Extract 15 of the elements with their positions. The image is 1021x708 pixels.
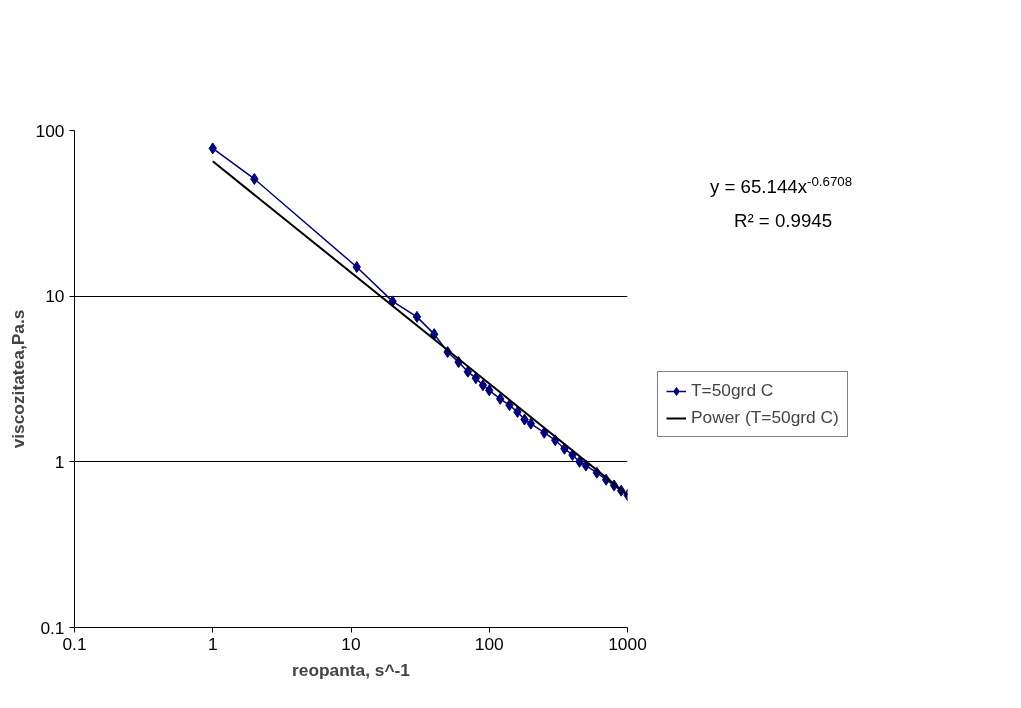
x-tick-label: 10 (341, 633, 361, 654)
y-tick-label: 1 (54, 451, 65, 472)
x-tick-label: 100 (474, 633, 504, 654)
x-axis-title: reopanta, s^-1 (292, 659, 411, 680)
legend-label: T=50grd C (691, 380, 774, 401)
x-tick-label: 0.1 (62, 633, 87, 654)
y-tick-label: 0.1 (40, 617, 65, 638)
x-tick-label: 1 (207, 633, 218, 654)
legend-label: Power (T=50grd C) (691, 407, 839, 428)
text: y = 65.144x$^{-0.6708}$ (710, 173, 853, 200)
x-tick-label: 1000 (608, 633, 647, 654)
text: R² = 0.9945 (734, 209, 833, 234)
y-tick-label: 10 (45, 286, 65, 307)
y-tick-label: 100 (35, 120, 65, 141)
y-axis-title: viscozitatea,Pa.s (7, 309, 28, 449)
